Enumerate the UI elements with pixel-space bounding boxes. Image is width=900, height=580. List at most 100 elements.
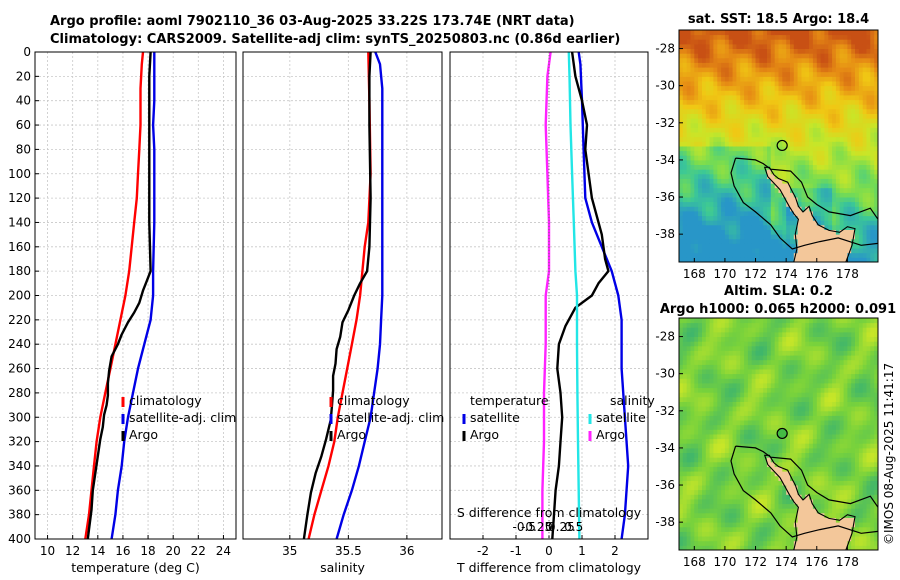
map-cell [866, 76, 871, 82]
map-cell [755, 485, 760, 491]
map-cell [759, 457, 764, 463]
map-cell [698, 410, 703, 416]
map-cell [736, 211, 741, 217]
map-cell [778, 99, 783, 105]
map-cell [763, 146, 768, 152]
map-cell [713, 30, 718, 36]
map-cell [797, 508, 802, 514]
map-cell [740, 327, 745, 333]
map-cell [736, 466, 741, 472]
map-cell [709, 410, 714, 416]
map-cell [770, 438, 776, 444]
map-cell [843, 243, 848, 249]
map-cell [793, 155, 799, 161]
map-cell [812, 118, 818, 124]
map-cell [801, 192, 806, 198]
map-cell [763, 43, 768, 49]
map-cell [782, 327, 787, 333]
map-cell [767, 383, 772, 389]
map-cell [767, 392, 772, 398]
map-cell [839, 452, 844, 458]
map-cell [824, 234, 829, 240]
map-cell [828, 364, 833, 370]
map-cell [732, 475, 737, 481]
map-cell [740, 113, 745, 119]
map-cell [862, 57, 867, 63]
map-cell [874, 43, 878, 49]
map-cell [820, 141, 825, 147]
map-cell [824, 132, 829, 138]
map-cell [774, 99, 779, 105]
map-cell [721, 215, 726, 221]
map-cell [736, 424, 741, 430]
map-cell [820, 415, 825, 421]
map-cell [728, 341, 734, 347]
map-cell [740, 336, 745, 342]
map-cell [679, 359, 684, 365]
map-cell [797, 67, 802, 73]
map-cell [732, 545, 737, 550]
map-cell [709, 327, 714, 333]
map-cell [702, 373, 707, 379]
map-cell [728, 378, 734, 384]
map-cell [770, 95, 776, 101]
map-cell [820, 345, 825, 351]
map-cell [874, 122, 878, 128]
map-cell [809, 396, 814, 402]
map-cell [698, 39, 703, 45]
map-cell [721, 57, 726, 63]
map-cell [694, 420, 699, 426]
map-cell [801, 127, 806, 133]
map-cell [824, 536, 829, 542]
map-cell [770, 517, 776, 523]
map-cell [686, 192, 691, 198]
map-cell [851, 220, 856, 226]
map-cell [747, 545, 753, 550]
map-cell [767, 540, 772, 546]
map-cell [786, 461, 791, 467]
map-cell [812, 392, 818, 398]
map-cell [855, 136, 860, 142]
map-cell [721, 257, 726, 262]
map-cell [717, 341, 722, 347]
map-cell [698, 257, 703, 262]
map-cell [759, 410, 764, 416]
map-cell [809, 252, 814, 258]
map-cell [709, 415, 714, 421]
map-cell [835, 238, 841, 244]
map-cell [790, 132, 795, 138]
map-cell [809, 369, 814, 375]
map-cell [717, 480, 722, 486]
map-cell [874, 113, 878, 119]
map-cell [801, 215, 806, 221]
map-cell [702, 243, 707, 249]
map-cell [713, 369, 718, 375]
map-cell [835, 127, 841, 133]
map-cell [721, 383, 726, 389]
map-cell [851, 201, 856, 207]
map-cell [679, 104, 684, 110]
map-cell [866, 48, 871, 54]
map-cell [717, 461, 722, 467]
map-cell [705, 457, 711, 463]
map-cell [874, 132, 878, 138]
map-cell [713, 322, 718, 328]
map-cell [870, 81, 875, 87]
map-cell [747, 526, 753, 532]
map-cell [702, 526, 707, 532]
map-cell [793, 438, 799, 444]
map-cell [721, 187, 726, 193]
map-cell [709, 169, 714, 175]
map-cell [721, 238, 726, 244]
map-cell [763, 257, 768, 262]
map-cell [874, 155, 878, 161]
map-cell [790, 113, 795, 119]
map-cell [686, 187, 691, 193]
map-cell [805, 447, 810, 453]
map-cell [747, 99, 753, 105]
map-cell [724, 327, 730, 333]
y-tick-label: -32 [655, 116, 675, 130]
map-cell [782, 531, 787, 537]
map-cell [732, 359, 737, 365]
map-cell [709, 471, 714, 477]
